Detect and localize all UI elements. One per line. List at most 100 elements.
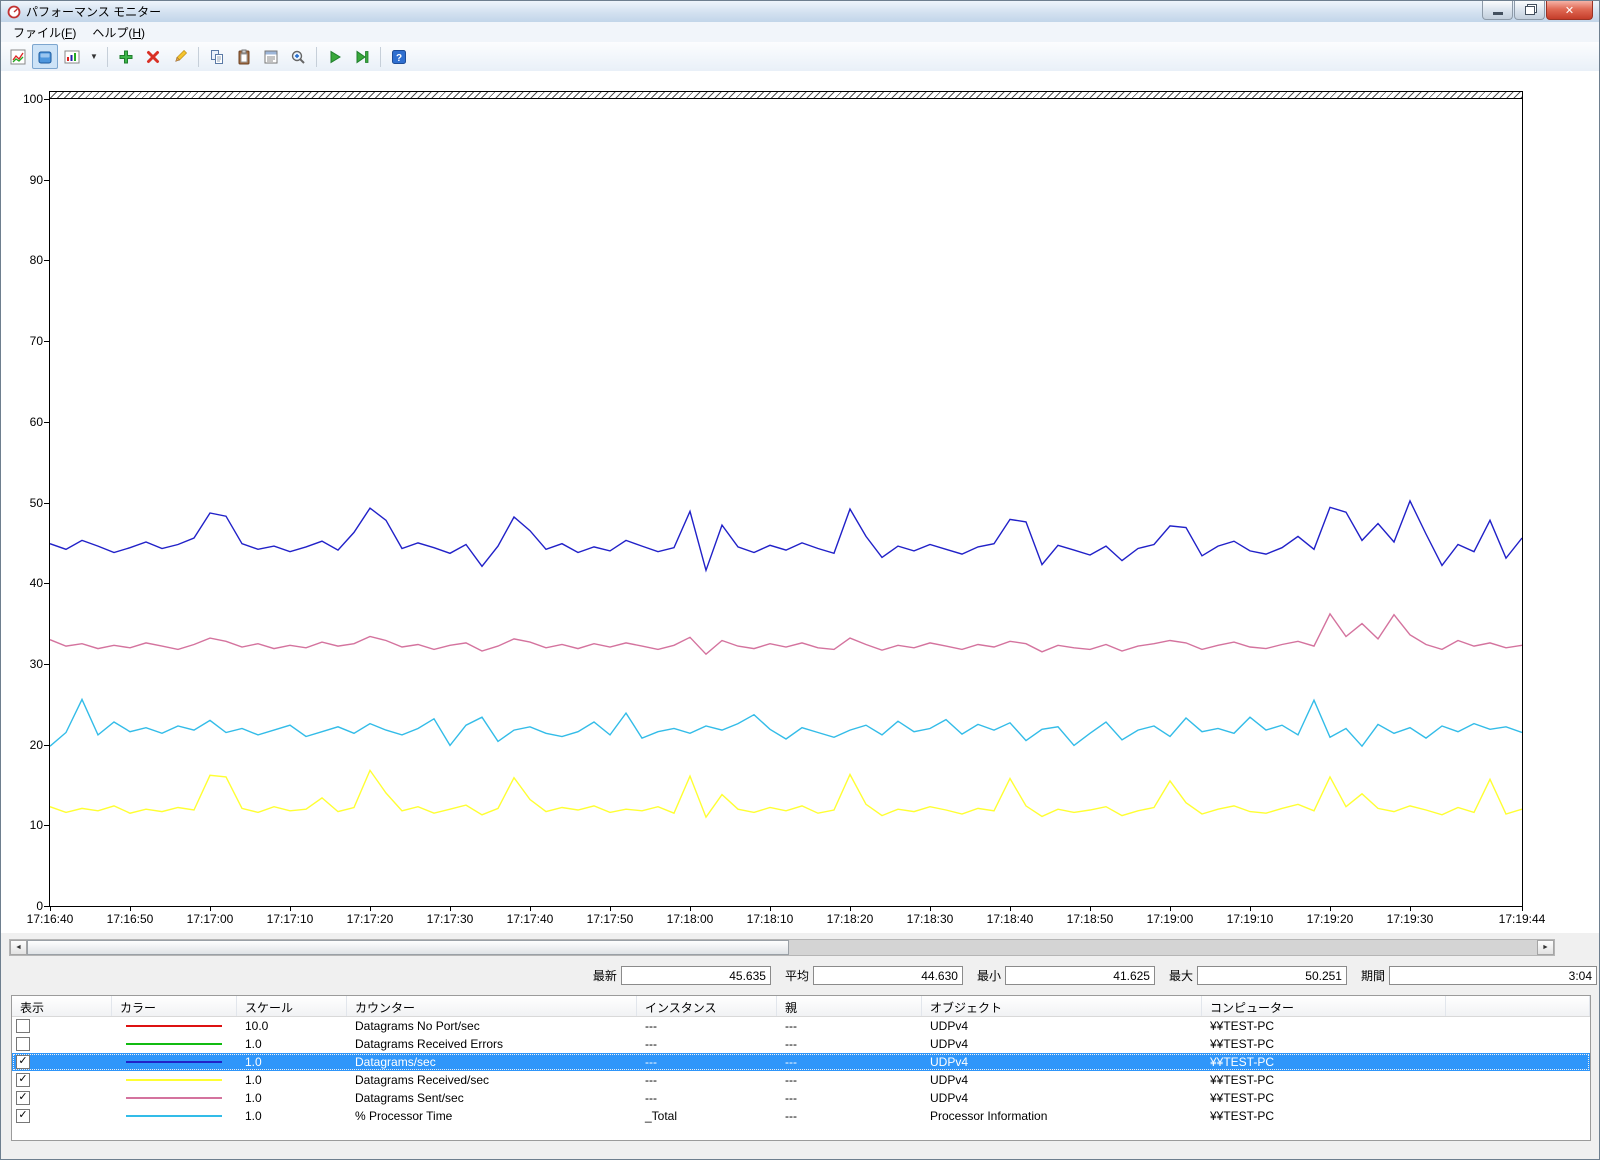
cell-show: [12, 1109, 112, 1123]
close-button[interactable]: ✕: [1546, 1, 1593, 20]
counter-row[interactable]: 1.0Datagrams/sec------UDPv4¥¥TEST-PC: [12, 1053, 1590, 1071]
copy-icon: [209, 49, 225, 65]
change-graph-type-button[interactable]: [5, 44, 31, 69]
y-tick-mark: [44, 422, 49, 423]
magnifier-plus-icon: [290, 49, 306, 65]
update-data-button[interactable]: [349, 44, 375, 69]
delete-counter-button[interactable]: [140, 44, 166, 69]
cell-show: [12, 1019, 112, 1033]
series-line-datagrams-received-sec: [50, 770, 1522, 817]
show-checkbox[interactable]: [16, 1073, 30, 1087]
x-tick-mark: [50, 907, 51, 911]
svg-text:?: ?: [396, 53, 402, 64]
show-checkbox[interactable]: [16, 1037, 30, 1051]
highlight-button[interactable]: [167, 44, 193, 69]
column-header[interactable]: オブジェクト: [922, 996, 1202, 1016]
counter-row[interactable]: 1.0Datagrams Sent/sec------UDPv4¥¥TEST-P…: [12, 1089, 1590, 1107]
x-tick-mark: [1090, 907, 1091, 911]
x-tick-mark: [530, 907, 531, 911]
stat-value-minimum: 41.625: [1005, 966, 1155, 985]
value-bar: 最新 45.635 平均 44.630 最小 41.625 最大 50.251 …: [579, 966, 1597, 985]
scroll-left-button[interactable]: ◄: [10, 940, 27, 955]
cell-object: UDPv4: [922, 1091, 1202, 1105]
color-swatch: [126, 1043, 222, 1045]
view-gallery-button[interactable]: [59, 44, 85, 69]
menu-file[interactable]: ファイル(F): [5, 22, 84, 43]
x-axis-label: 17:18:10: [734, 912, 806, 926]
pencil-icon: [172, 49, 188, 65]
cell-object: Processor Information: [922, 1109, 1202, 1123]
cell-object: UDPv4: [922, 1055, 1202, 1069]
stat-value-maximum: 50.251: [1197, 966, 1347, 985]
cell-parent: ---: [777, 1019, 922, 1033]
counter-row[interactable]: 10.0Datagrams No Port/sec------UDPv4¥¥TE…: [12, 1017, 1590, 1035]
y-axis-label: 100: [1, 92, 43, 106]
show-checkbox[interactable]: [16, 1019, 30, 1033]
cell-object: UDPv4: [922, 1019, 1202, 1033]
menu-bar: ファイル(F) ヘルプ(H): [1, 22, 1599, 43]
x-tick-mark: [1250, 907, 1251, 911]
help-button[interactable]: ?: [386, 44, 412, 69]
copy-properties-button[interactable]: [204, 44, 230, 69]
counter-row[interactable]: 1.0% Processor Time_Total---Processor In…: [12, 1107, 1590, 1125]
properties-button[interactable]: [258, 44, 284, 69]
chart-panel: 010203040506070809010017:16:4017:16:5017…: [1, 71, 1600, 933]
column-header[interactable]: 表示: [12, 996, 112, 1016]
add-counter-button[interactable]: [113, 44, 139, 69]
menu-help-label-end: ): [141, 26, 145, 40]
resume-display-button[interactable]: [322, 44, 348, 69]
counter-row[interactable]: 1.0Datagrams Received Errors------UDPv4¥…: [12, 1035, 1590, 1053]
minimize-button[interactable]: [1482, 1, 1513, 20]
column-header[interactable]: 親: [777, 996, 922, 1016]
column-header[interactable]: インスタンス: [637, 996, 777, 1016]
stat-value-average: 44.630: [813, 966, 963, 985]
plus-icon: [118, 49, 134, 65]
y-tick-mark: [44, 664, 49, 665]
cell-instance: ---: [637, 1073, 777, 1087]
show-checkbox[interactable]: [16, 1091, 30, 1105]
column-header[interactable]: コンピューター: [1202, 996, 1446, 1016]
x-tick-mark: [1170, 907, 1171, 911]
paste-counter-list-button[interactable]: [231, 44, 257, 69]
x-axis-label: 17:19:30: [1374, 912, 1446, 926]
perfmon-app-icon: [7, 5, 21, 19]
x-axis-label: 17:18:30: [894, 912, 966, 926]
lower-strip: ◄ ► 最新 45.635 平均 44.630 最小 41.625 最大 50.…: [1, 933, 1600, 995]
show-checkbox[interactable]: [16, 1109, 30, 1123]
menu-help-label: ヘルプ(: [92, 26, 132, 40]
x-axis-label: 17:18:40: [974, 912, 1046, 926]
scroll-right-button[interactable]: ►: [1537, 940, 1554, 955]
series-line-datagrams-sec: [50, 501, 1522, 570]
title-bar[interactable]: パフォーマンス モニター ✕: [1, 1, 1599, 23]
counter-row[interactable]: 1.0Datagrams Received/sec------UDPv4¥¥TE…: [12, 1071, 1590, 1089]
legend-body: 10.0Datagrams No Port/sec------UDPv4¥¥TE…: [12, 1017, 1590, 1125]
x-tick-mark: [1330, 907, 1331, 911]
delete-x-icon: [145, 49, 161, 65]
column-header[interactable]: カラー: [112, 996, 237, 1016]
scrollbar-thumb[interactable]: [27, 940, 789, 955]
y-axis-label: 40: [1, 576, 43, 590]
view-current-activity-button[interactable]: [32, 44, 58, 69]
x-tick-mark: [1010, 907, 1011, 911]
zoom-button[interactable]: [285, 44, 311, 69]
x-tick-mark: [1410, 907, 1411, 911]
cell-scale: 1.0: [237, 1037, 347, 1051]
question-mark-icon: ?: [391, 49, 407, 65]
horizontal-scrollbar[interactable]: ◄ ►: [9, 939, 1555, 956]
stat-label-minimum: 最小: [977, 967, 1001, 984]
stat-label-latest: 最新: [593, 967, 617, 984]
cell-color: [112, 1035, 237, 1053]
color-swatch: [126, 1079, 222, 1081]
restore-button[interactable]: [1514, 1, 1545, 20]
column-header[interactable]: スケール: [237, 996, 347, 1016]
x-axis-label: 17:17:00: [174, 912, 246, 926]
menu-help[interactable]: ヘルプ(H): [84, 22, 153, 43]
cell-parent: ---: [777, 1109, 922, 1123]
step-forward-icon: [354, 49, 370, 65]
view-gallery-dropdown-button[interactable]: ▼: [86, 52, 102, 61]
column-header[interactable]: カウンター: [347, 996, 637, 1016]
cell-computer: ¥¥TEST-PC: [1202, 1055, 1446, 1069]
cell-counter: Datagrams Received/sec: [347, 1073, 637, 1087]
show-checkbox[interactable]: [16, 1055, 30, 1069]
x-axis-label: 17:17:50: [574, 912, 646, 926]
